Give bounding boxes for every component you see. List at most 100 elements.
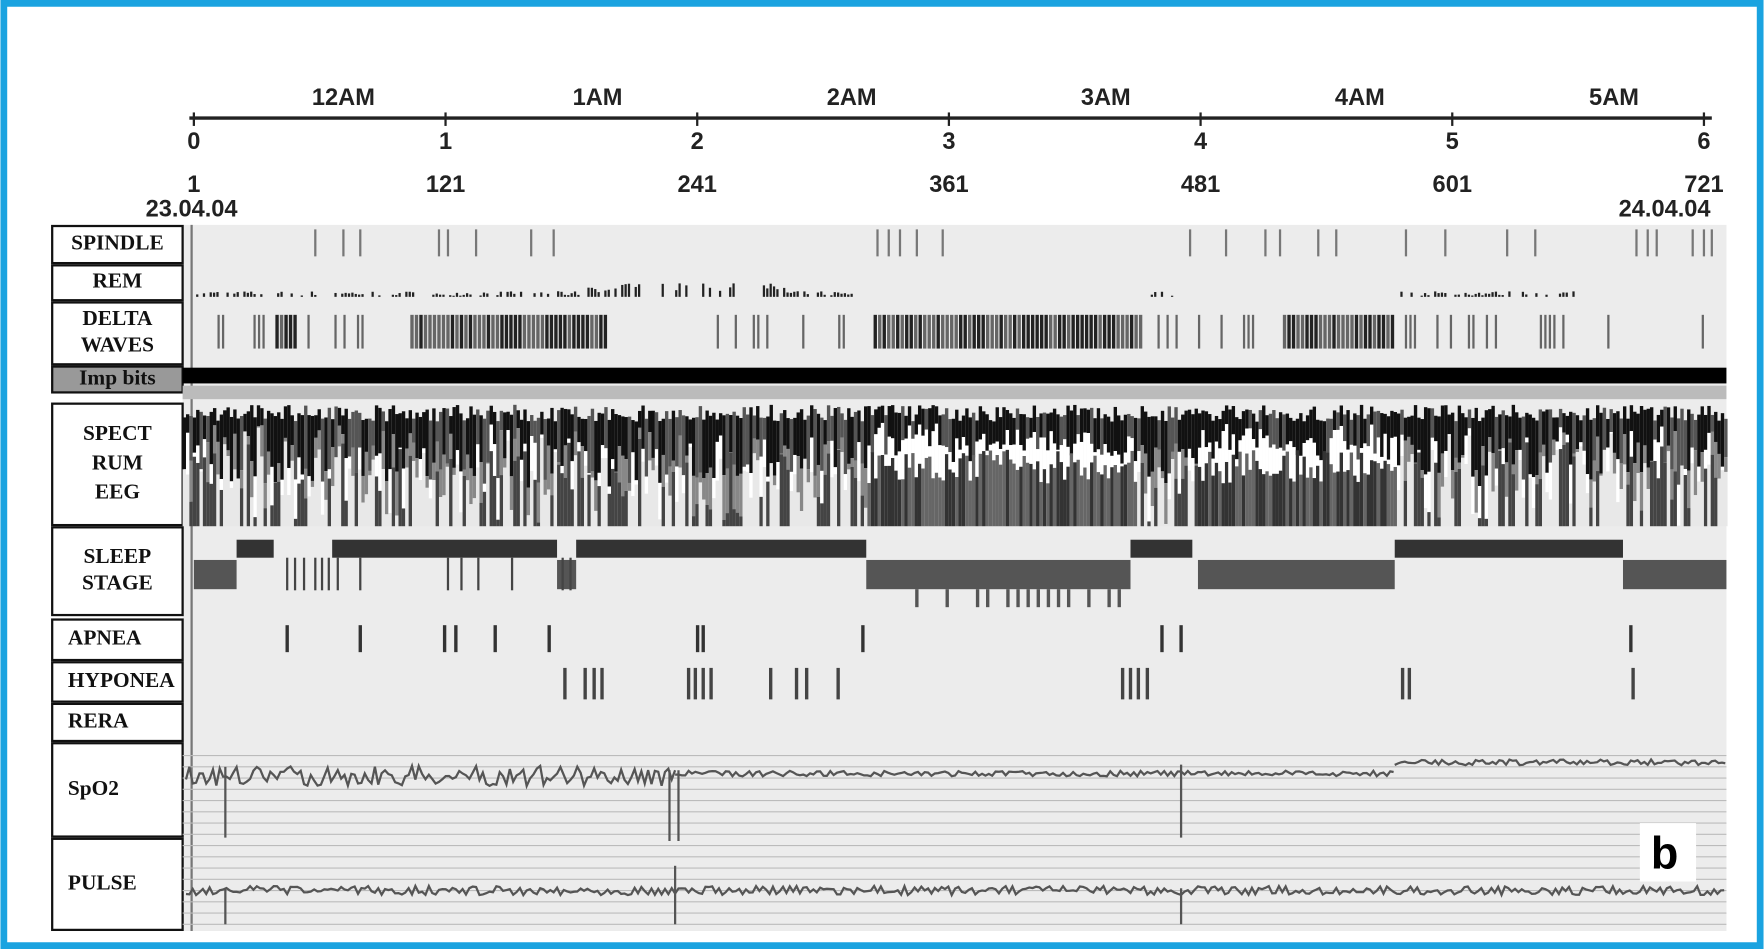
spectrum-top bbox=[753, 416, 756, 439]
spectrum-top bbox=[1579, 420, 1582, 442]
spectrum-low bbox=[1269, 476, 1272, 527]
spectrum-mid bbox=[928, 446, 931, 456]
spectrum-mid bbox=[1441, 453, 1444, 486]
spectrum-mid bbox=[672, 461, 675, 472]
spectrum-mid bbox=[1090, 444, 1093, 463]
spectrum-top bbox=[800, 409, 803, 468]
spectrum-top bbox=[257, 405, 260, 426]
spectrum-mid bbox=[705, 473, 708, 505]
spectrum-mid bbox=[1303, 443, 1306, 457]
spectrum-low bbox=[628, 491, 631, 526]
spectrum-mid bbox=[625, 459, 628, 491]
spectrum-low bbox=[878, 456, 881, 527]
spectrum-low bbox=[277, 482, 280, 526]
spectrum-mid bbox=[1515, 450, 1518, 491]
spectrum-mid bbox=[1036, 449, 1039, 461]
spectrum-low bbox=[985, 455, 988, 526]
spectrum-mid bbox=[1380, 457, 1383, 469]
spectrum-top bbox=[1316, 420, 1319, 456]
spectrum-low bbox=[469, 504, 472, 526]
spectrum-mid bbox=[584, 451, 587, 466]
spectrum-low bbox=[368, 475, 371, 526]
spectrum-low bbox=[1002, 451, 1005, 526]
spectrum-low bbox=[1309, 467, 1312, 526]
spectrum-top bbox=[1545, 410, 1548, 473]
spectrum-mid bbox=[1613, 453, 1616, 474]
spectrum-mid bbox=[1060, 445, 1063, 462]
spectrum-top bbox=[560, 408, 563, 466]
spectrum-low bbox=[1110, 467, 1113, 526]
spectrum-low bbox=[722, 520, 725, 526]
spectrum-mid bbox=[1643, 445, 1646, 463]
spectrum-low bbox=[503, 468, 506, 527]
spectrum-low bbox=[1323, 451, 1326, 526]
spectrum-mid bbox=[1306, 440, 1309, 477]
spectrum-low bbox=[830, 477, 833, 526]
spectrum-mid bbox=[422, 448, 425, 453]
spectrum-mid bbox=[189, 461, 192, 502]
spectrum-mid bbox=[560, 466, 563, 473]
spectrum-mid bbox=[1434, 441, 1437, 463]
clock-label: 5AM bbox=[1589, 85, 1639, 111]
spectrum-mid bbox=[1394, 437, 1397, 467]
spectrum-low bbox=[645, 494, 648, 526]
spectrum-top bbox=[250, 405, 253, 461]
spectrum-top bbox=[1012, 418, 1015, 445]
spectrum-low bbox=[274, 483, 277, 526]
spectrum-top bbox=[719, 413, 722, 435]
spectrum-mid bbox=[314, 438, 317, 458]
spectrum-mid bbox=[1640, 472, 1643, 510]
spectrum-low bbox=[729, 453, 732, 526]
spectrum-low bbox=[486, 464, 489, 527]
spectrum-top bbox=[931, 405, 934, 431]
spectrum-low bbox=[537, 523, 540, 527]
spectrum-top bbox=[338, 408, 341, 426]
spectrum-mid bbox=[766, 477, 769, 482]
spectrum-low bbox=[1050, 464, 1053, 526]
spectrum-top bbox=[1286, 414, 1289, 445]
spectrum-mid bbox=[294, 479, 297, 518]
spectrum-top bbox=[969, 417, 972, 461]
spectrum-mid bbox=[1346, 450, 1349, 470]
spectrum-low bbox=[1606, 471, 1609, 526]
spectrum-mid bbox=[884, 455, 887, 466]
spectrum-low bbox=[743, 471, 746, 527]
spectrum-top bbox=[1525, 413, 1528, 438]
spectrum-low bbox=[1603, 450, 1606, 526]
hour-label: 0 bbox=[187, 129, 200, 155]
spectrum-mid bbox=[1333, 430, 1336, 473]
spectrum-mid bbox=[1350, 445, 1353, 453]
spectrum-top bbox=[355, 410, 358, 472]
spectrum-low bbox=[581, 478, 584, 526]
spectrum-low bbox=[1701, 482, 1704, 526]
spectrum-mid bbox=[1468, 428, 1471, 435]
spectrum-low bbox=[1154, 488, 1157, 526]
spectrum-mid bbox=[898, 451, 901, 479]
spectrum-top bbox=[716, 420, 719, 442]
spectrum-low bbox=[614, 472, 617, 526]
spectrum-low bbox=[1643, 463, 1646, 526]
spectrum-low bbox=[1400, 456, 1403, 526]
spectrum-top bbox=[736, 416, 739, 476]
spectrum-mid bbox=[1404, 441, 1407, 481]
spectrum-top bbox=[1357, 415, 1360, 459]
spectrum-low bbox=[567, 443, 570, 526]
spectrum-mid bbox=[1596, 437, 1599, 471]
spectrum-low bbox=[1690, 463, 1693, 526]
spectrum-top bbox=[429, 421, 432, 480]
spectrum-top bbox=[1073, 405, 1076, 444]
spectrum-top bbox=[577, 417, 580, 442]
spectrum-mid bbox=[1589, 479, 1592, 507]
spectrum-low bbox=[331, 486, 334, 526]
spectrum-top bbox=[1252, 414, 1255, 440]
spectrum-low bbox=[756, 460, 759, 526]
spectrum-low bbox=[1046, 483, 1049, 526]
spectrum-mid bbox=[567, 439, 570, 443]
spectrum-low bbox=[257, 428, 260, 527]
spectrum-top bbox=[253, 417, 256, 476]
spectrum-top bbox=[523, 409, 526, 443]
spectrum-low bbox=[820, 503, 823, 526]
spectrum-mid bbox=[1252, 439, 1255, 450]
spectrum-mid bbox=[1481, 446, 1484, 465]
spectrum-low bbox=[223, 444, 226, 526]
